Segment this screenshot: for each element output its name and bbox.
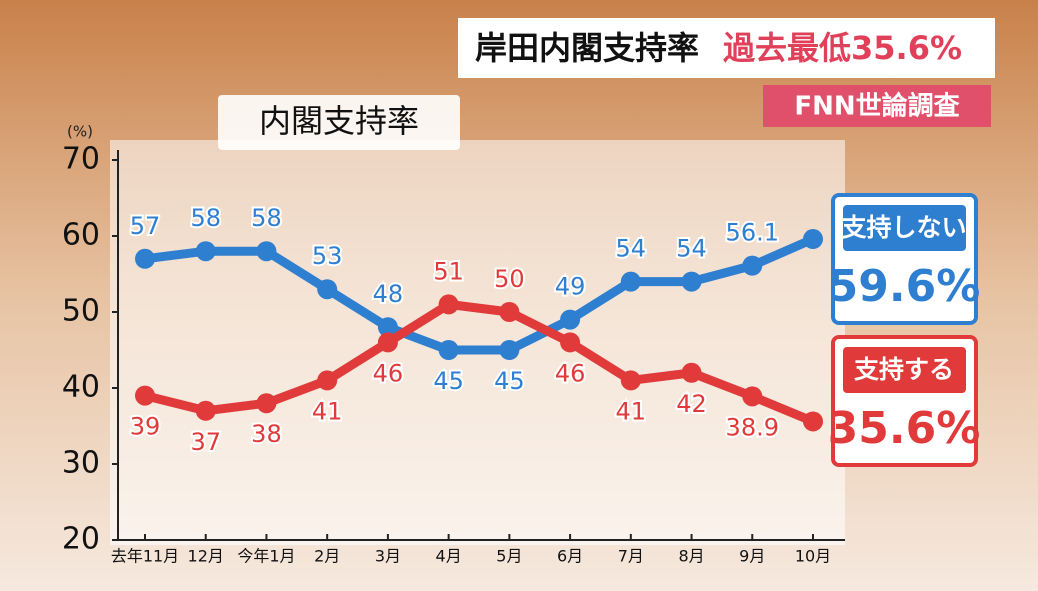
legend-value: 35.6%: [828, 403, 981, 454]
point: [256, 393, 277, 414]
legend-label: 支持しない: [841, 213, 966, 242]
x-tick-label: 2月: [314, 547, 340, 566]
x-tick-label: 10月: [795, 547, 831, 566]
point: [499, 302, 520, 322]
value-label: 53: [312, 242, 343, 270]
legend-label: 支持する: [854, 355, 954, 384]
point: [681, 271, 702, 292]
point: [620, 370, 641, 391]
point: [317, 370, 338, 391]
point: [317, 279, 338, 300]
point: [499, 340, 520, 360]
value-label: 45: [494, 367, 525, 395]
point: [742, 386, 763, 407]
plot-panel: [110, 140, 845, 545]
legend-header: [843, 347, 966, 393]
y-tick-label: 50: [62, 294, 100, 329]
point: [377, 332, 398, 353]
y-tick-label: 30: [62, 446, 100, 481]
x-tick-label: 7月: [618, 547, 644, 566]
value-label: 37: [190, 428, 221, 456]
value-label: 38.9: [726, 413, 779, 441]
point: [620, 271, 641, 292]
x-tick-label: 12月: [188, 547, 224, 566]
value-label: 49: [555, 273, 586, 301]
point: [438, 294, 459, 315]
legend-value: 59.6%: [828, 261, 981, 312]
point: [803, 229, 823, 250]
value-label: 50: [494, 265, 525, 293]
value-label: 58: [190, 204, 221, 232]
x-tick-label: 5月: [496, 547, 522, 566]
value-label: 46: [373, 359, 404, 387]
value-label: 56.1: [726, 219, 779, 247]
value-label: 48: [373, 280, 404, 308]
x-tick-label: 9月: [739, 547, 765, 566]
value-label: 39: [130, 413, 161, 441]
value-label: 58: [251, 204, 282, 232]
value-label: 54: [676, 235, 707, 263]
x-tick-label: 6月: [557, 547, 583, 566]
source: FNN世論調査: [794, 91, 959, 122]
y-unit: (%): [67, 123, 93, 141]
x-tick-label: 4月: [436, 547, 462, 566]
legend-header: [843, 205, 966, 251]
y-tick-label: 60: [62, 218, 100, 253]
point: [742, 255, 763, 276]
series-line: [143, 299, 815, 426]
y-tick-label: 40: [62, 370, 100, 405]
point: [803, 411, 823, 432]
point: [195, 241, 216, 262]
headline-box: [458, 18, 995, 78]
value-label: 45: [433, 367, 464, 395]
y-tick-label: 20: [62, 522, 100, 557]
series-line: [144, 234, 815, 355]
value-label: 42: [676, 390, 707, 418]
value-label: 54: [616, 235, 647, 263]
subtitle: 内閣支持率: [259, 102, 419, 140]
point: [135, 385, 155, 406]
point: [560, 309, 581, 330]
point: [195, 400, 216, 421]
point: [135, 248, 155, 269]
subtitle-box: [218, 95, 460, 150]
headline: 岸田内閣支持率: [475, 29, 699, 67]
x-tick-label: 3月: [375, 547, 401, 566]
value-label: 51: [433, 257, 464, 285]
value-label: 46: [555, 359, 586, 387]
point: [256, 241, 277, 262]
headline-highlight: 過去最低35.6%: [723, 29, 962, 67]
value-label: 57: [130, 212, 161, 240]
x-tick-label: 去年11月: [111, 547, 179, 566]
value-label: 41: [616, 397, 647, 425]
value-label: 38: [251, 420, 282, 448]
value-label: 41: [312, 397, 343, 425]
source-box: [763, 85, 991, 127]
point: [681, 362, 702, 383]
point: [377, 317, 398, 338]
point: [560, 332, 581, 353]
x-tick-label: 今年1月: [237, 547, 295, 566]
point: [438, 340, 459, 360]
y-tick-label: 70: [62, 142, 100, 177]
x-tick-label: 8月: [678, 547, 704, 566]
